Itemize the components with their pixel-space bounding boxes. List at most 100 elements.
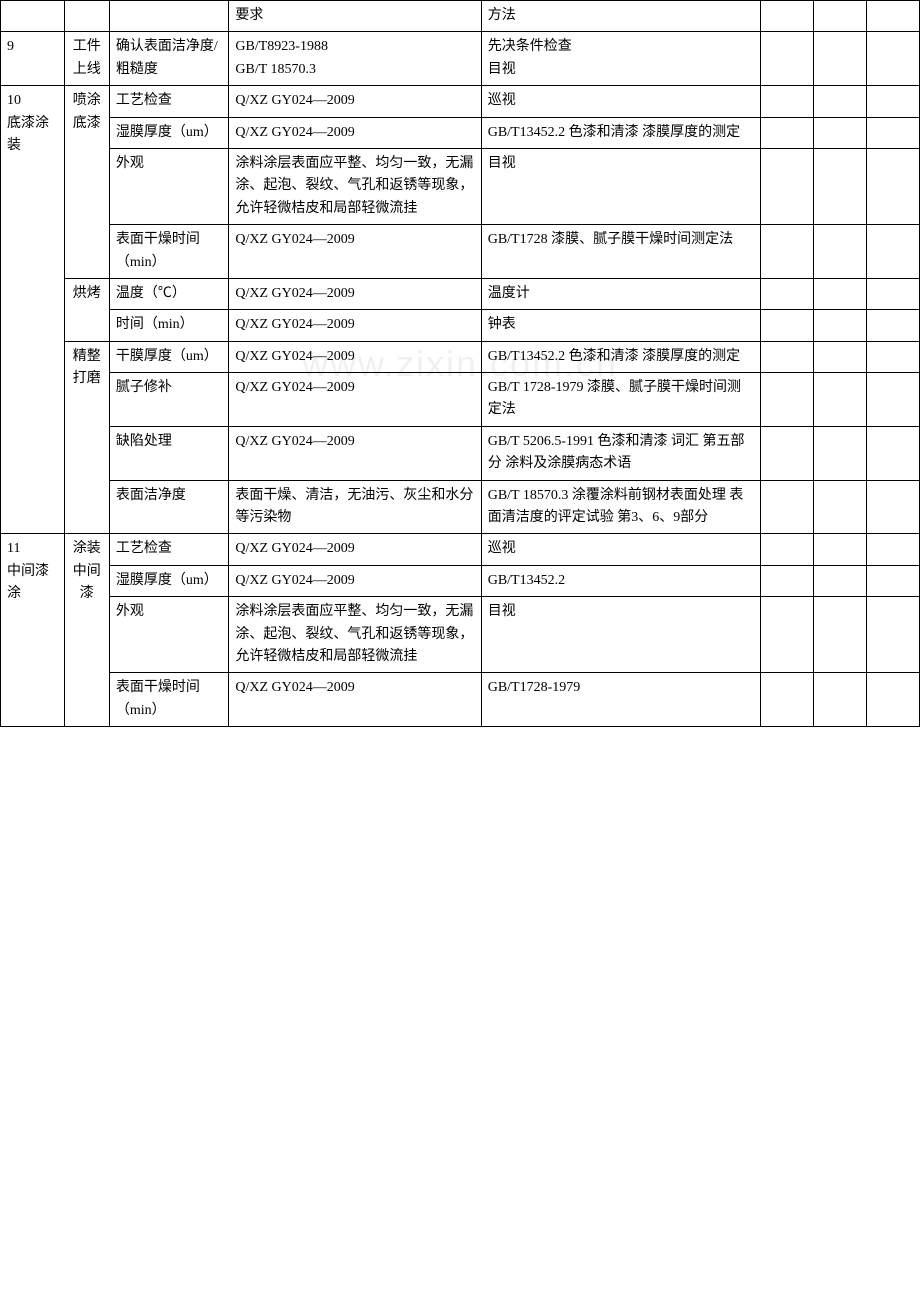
cell-blank bbox=[760, 32, 813, 86]
item-name: 确认表面洁净度/粗糙度 bbox=[109, 32, 229, 86]
item-name: 湿膜厚度（um） bbox=[109, 117, 229, 148]
row-no: 11中间漆涂 bbox=[1, 534, 65, 727]
cell-blank bbox=[760, 480, 813, 534]
item-name: 湿膜厚度（um） bbox=[109, 565, 229, 596]
page-wrap: www.zixin.com.cn 要求方法9工件上线确认表面洁净度/粗糙度GB/… bbox=[0, 0, 920, 727]
item-method: 巡视 bbox=[481, 534, 760, 565]
cell-blank bbox=[760, 310, 813, 341]
row-no: 9 bbox=[1, 32, 65, 86]
cell-blank bbox=[760, 225, 813, 279]
cell-blank bbox=[813, 117, 866, 148]
cell-blank bbox=[813, 310, 866, 341]
item-req: Q/XZ GY024—2009 bbox=[229, 341, 481, 372]
item-name: 表面干燥时间（min） bbox=[109, 225, 229, 279]
cell-blank bbox=[813, 341, 866, 372]
cell-blank bbox=[1, 1, 65, 32]
cell-blank bbox=[760, 278, 813, 309]
cell-blank bbox=[760, 341, 813, 372]
item-method: 钟表 bbox=[481, 310, 760, 341]
cell-blank bbox=[813, 86, 866, 117]
cell-blank bbox=[866, 86, 919, 117]
cell-blank bbox=[813, 565, 866, 596]
row-no: 10底漆涂装 bbox=[1, 86, 65, 534]
substep-label: 涂装中间漆 bbox=[64, 534, 109, 727]
header-req: 要求 bbox=[229, 1, 481, 32]
item-name: 表面洁净度 bbox=[109, 480, 229, 534]
item-req: Q/XZ GY024—2009 bbox=[229, 565, 481, 596]
cell-blank bbox=[813, 32, 866, 86]
item-req: Q/XZ GY024—2009 bbox=[229, 673, 481, 727]
item-method: GB/T1728 漆膜、腻子膜干燥时间测定法 bbox=[481, 225, 760, 279]
item-method: GB/T13452.2 色漆和清漆 漆膜厚度的测定 bbox=[481, 341, 760, 372]
cell-blank bbox=[866, 480, 919, 534]
cell-blank bbox=[866, 148, 919, 224]
item-method: GB/T13452.2 bbox=[481, 565, 760, 596]
item-req: Q/XZ GY024—2009 bbox=[229, 117, 481, 148]
cell-blank bbox=[866, 278, 919, 309]
cell-blank bbox=[866, 673, 919, 727]
item-method: GB/T 1728-1979 漆膜、腻子膜干燥时间测定法 bbox=[481, 373, 760, 427]
item-method: 目视 bbox=[481, 148, 760, 224]
item-req: 表面干燥、清洁，无油污、灰尘和水分等污染物 bbox=[229, 480, 481, 534]
item-req: Q/XZ GY024—2009 bbox=[229, 534, 481, 565]
cell-blank bbox=[866, 426, 919, 480]
item-req: 涂料涂层表面应平整、均匀一致，无漏涂、起泡、裂纹、气孔和返锈等现象，允许轻微桔皮… bbox=[229, 597, 481, 673]
cell-blank bbox=[813, 373, 866, 427]
item-req: Q/XZ GY024—2009 bbox=[229, 225, 481, 279]
cell-blank bbox=[760, 117, 813, 148]
cell-blank bbox=[760, 534, 813, 565]
cell-blank bbox=[760, 426, 813, 480]
item-req: Q/XZ GY024—2009 bbox=[229, 278, 481, 309]
item-method: GB/T13452.2 色漆和清漆 漆膜厚度的测定 bbox=[481, 117, 760, 148]
cell-blank bbox=[813, 534, 866, 565]
item-name: 腻子修补 bbox=[109, 373, 229, 427]
cell-blank bbox=[760, 673, 813, 727]
step-label: 工件上线 bbox=[64, 32, 109, 86]
cell-blank bbox=[866, 597, 919, 673]
substep-label: 烘烤 bbox=[64, 278, 109, 341]
cell-blank bbox=[760, 1, 813, 32]
cell-blank bbox=[813, 426, 866, 480]
cell-blank bbox=[760, 148, 813, 224]
header-method: 方法 bbox=[481, 1, 760, 32]
cell-blank bbox=[813, 225, 866, 279]
item-req: 涂料涂层表面应平整、均匀一致，无漏涂、起泡、裂纹、气孔和返锈等现象，允许轻微桔皮… bbox=[229, 148, 481, 224]
cell-blank bbox=[866, 565, 919, 596]
item-name: 干膜厚度（um） bbox=[109, 341, 229, 372]
item-method: 温度计 bbox=[481, 278, 760, 309]
cell-blank bbox=[813, 597, 866, 673]
item-name: 缺陷处理 bbox=[109, 426, 229, 480]
cell-blank bbox=[813, 278, 866, 309]
cell-blank bbox=[760, 373, 813, 427]
item-method: GB/T 5206.5-1991 色漆和清漆 词汇 第五部分 涂料及涂膜病态术语 bbox=[481, 426, 760, 480]
cell-blank bbox=[866, 310, 919, 341]
substep-label: 精整打磨 bbox=[64, 341, 109, 534]
cell-blank bbox=[866, 534, 919, 565]
item-req: Q/XZ GY024—2009 bbox=[229, 426, 481, 480]
cell-blank bbox=[866, 373, 919, 427]
cell-blank bbox=[813, 673, 866, 727]
item-method: 先决条件检查目视 bbox=[481, 32, 760, 86]
cell-blank bbox=[813, 1, 866, 32]
item-name: 时间（min） bbox=[109, 310, 229, 341]
substep-label: 喷涂底漆 bbox=[64, 86, 109, 279]
item-method: 目视 bbox=[481, 597, 760, 673]
cell-blank bbox=[109, 1, 229, 32]
item-name: 温度（℃） bbox=[109, 278, 229, 309]
item-name: 表面干燥时间（min） bbox=[109, 673, 229, 727]
item-name: 工艺检查 bbox=[109, 86, 229, 117]
cell-blank bbox=[813, 480, 866, 534]
cell-blank bbox=[760, 86, 813, 117]
item-name: 外观 bbox=[109, 148, 229, 224]
spec-table: 要求方法9工件上线确认表面洁净度/粗糙度GB/T8923-1988GB/T 18… bbox=[0, 0, 920, 727]
item-name: 工艺检查 bbox=[109, 534, 229, 565]
item-method: GB/T 18570.3 涂覆涂料前钢材表面处理 表面清洁度的评定试验 第3、6… bbox=[481, 480, 760, 534]
cell-blank bbox=[760, 597, 813, 673]
cell-blank bbox=[813, 148, 866, 224]
cell-blank bbox=[866, 341, 919, 372]
item-method: 巡视 bbox=[481, 86, 760, 117]
cell-blank bbox=[866, 1, 919, 32]
cell-blank bbox=[760, 565, 813, 596]
cell-blank bbox=[866, 225, 919, 279]
cell-blank bbox=[866, 117, 919, 148]
